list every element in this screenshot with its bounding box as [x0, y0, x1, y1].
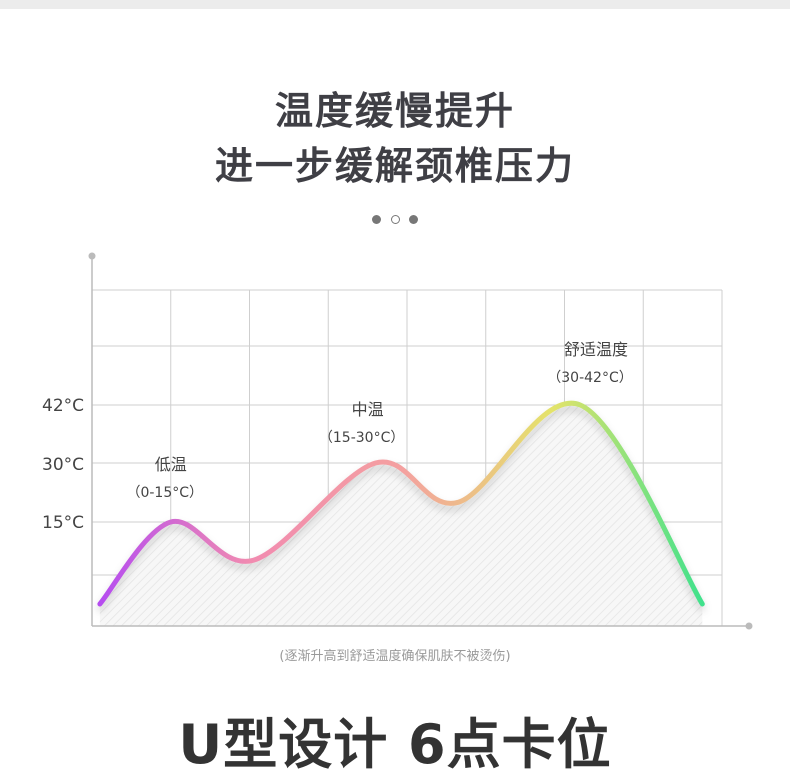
series-line: [97, 400, 705, 607]
pager-dots: [370, 215, 430, 225]
pager-dot[interactable]: [372, 215, 381, 224]
y-tick-label: 42°C: [42, 396, 84, 416]
y-axis-end-dot: [88, 252, 96, 260]
annotation-range: （0-15°C）: [126, 485, 203, 501]
y-tick-label: 15°C: [42, 513, 84, 533]
annotation-range: （30-42°C）: [547, 370, 632, 386]
annotation-range: （15-30°C）: [319, 430, 404, 446]
annotation-label: 舒适温度: [564, 340, 628, 359]
y-tick-label: 30°C: [42, 455, 84, 475]
section-heading: U型设计 6点卡位: [178, 713, 612, 776]
x-axis-end-dot: [745, 622, 753, 630]
chart-axes: [88, 252, 753, 630]
top-bar: [0, 0, 790, 9]
footnote: (逐渐升高到舒适温度确保肌肤不被烫伤): [279, 649, 511, 664]
area-fill: [99, 403, 703, 626]
temperature-chart: 15°C 30°C 42°C 低温 （0-15°C） 中温 （15-30°C） 舒适温度…: [42, 252, 753, 630]
annotation-label: 低温: [155, 455, 187, 474]
page-subtitle: 进一步缓解颈椎压力: [214, 144, 575, 188]
annotation-label: 中温: [352, 400, 384, 419]
pager-dot-active[interactable]: [391, 215, 400, 224]
pager-dot[interactable]: [409, 215, 418, 224]
page-title: 温度缓慢提升: [274, 89, 515, 133]
